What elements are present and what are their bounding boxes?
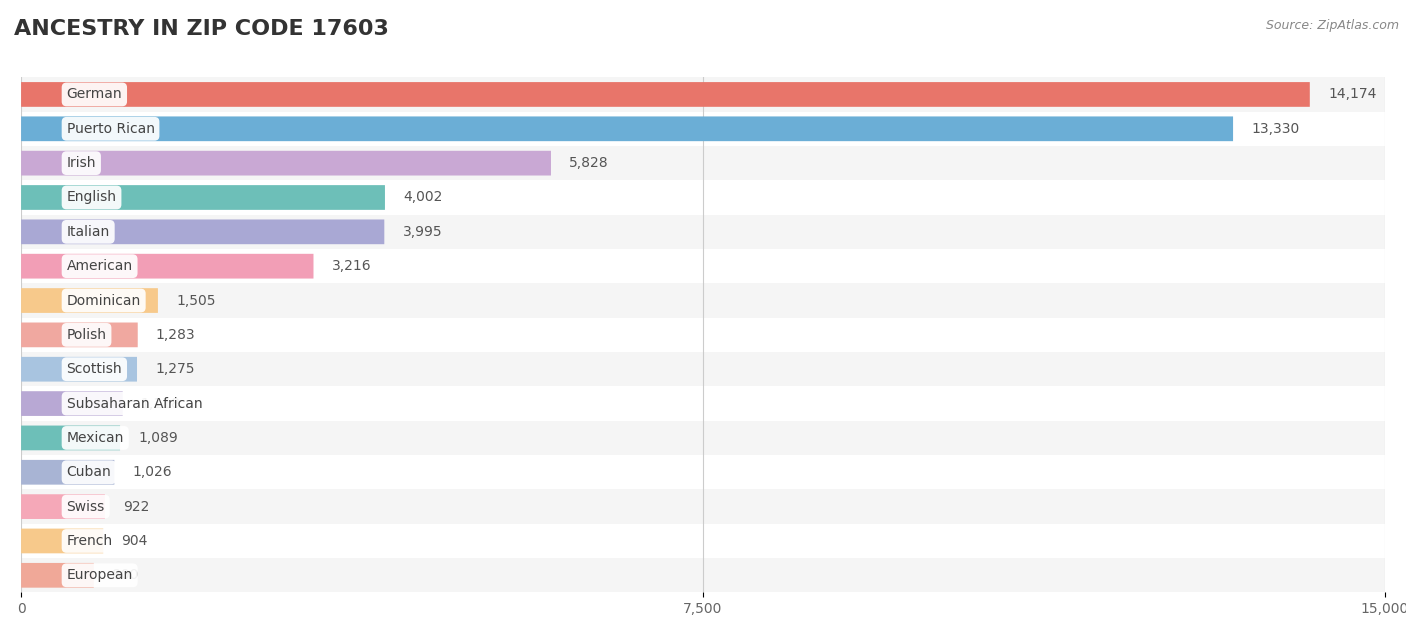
FancyBboxPatch shape (21, 82, 1310, 107)
FancyBboxPatch shape (21, 494, 105, 519)
FancyBboxPatch shape (21, 357, 136, 382)
Bar (21, 77, 1385, 111)
FancyBboxPatch shape (21, 563, 94, 588)
Text: 904: 904 (121, 534, 148, 548)
Bar (21, 180, 1385, 214)
Bar (21, 352, 1385, 386)
FancyBboxPatch shape (21, 151, 551, 176)
Text: Italian: Italian (66, 225, 110, 239)
Text: 800: 800 (112, 568, 138, 582)
Text: Dominican: Dominican (66, 294, 141, 308)
FancyBboxPatch shape (21, 220, 384, 244)
Text: Puerto Rican: Puerto Rican (66, 122, 155, 136)
Text: 1,283: 1,283 (156, 328, 195, 342)
Bar (21, 558, 1385, 592)
Text: Scottish: Scottish (66, 362, 122, 376)
Text: 1,118: 1,118 (141, 397, 181, 411)
Text: ANCESTRY IN ZIP CODE 17603: ANCESTRY IN ZIP CODE 17603 (14, 19, 389, 39)
Text: Polish: Polish (66, 328, 107, 342)
Text: Subsaharan African: Subsaharan African (66, 397, 202, 411)
Text: 1,089: 1,089 (138, 431, 179, 445)
Text: 3,995: 3,995 (402, 225, 441, 239)
Bar (21, 111, 1385, 146)
Text: 1,026: 1,026 (132, 465, 172, 479)
Text: Swiss: Swiss (66, 500, 105, 514)
Text: Mexican: Mexican (66, 431, 124, 445)
Text: 5,828: 5,828 (569, 156, 609, 170)
FancyBboxPatch shape (21, 426, 120, 450)
Bar (21, 421, 1385, 455)
Text: 13,330: 13,330 (1251, 122, 1299, 136)
Text: Source: ZipAtlas.com: Source: ZipAtlas.com (1265, 19, 1399, 32)
Text: German: German (66, 88, 122, 102)
Text: European: European (66, 568, 132, 582)
FancyBboxPatch shape (21, 288, 157, 313)
Text: French: French (66, 534, 112, 548)
Bar (21, 489, 1385, 524)
Bar (21, 283, 1385, 317)
FancyBboxPatch shape (21, 254, 314, 279)
Bar (21, 249, 1385, 283)
Bar (21, 386, 1385, 421)
Text: 1,505: 1,505 (176, 294, 215, 308)
FancyBboxPatch shape (21, 460, 114, 485)
FancyBboxPatch shape (21, 529, 103, 553)
FancyBboxPatch shape (21, 117, 1233, 141)
Text: 922: 922 (124, 500, 149, 514)
Text: 1,275: 1,275 (155, 362, 194, 376)
Text: English: English (66, 191, 117, 205)
Text: American: American (66, 259, 132, 273)
Text: Irish: Irish (66, 156, 96, 170)
FancyBboxPatch shape (21, 185, 385, 210)
Bar (21, 455, 1385, 489)
Text: 3,216: 3,216 (332, 259, 371, 273)
Bar (21, 146, 1385, 180)
FancyBboxPatch shape (21, 323, 138, 347)
Bar (21, 524, 1385, 558)
Bar (21, 214, 1385, 249)
FancyBboxPatch shape (21, 391, 122, 416)
Bar (21, 317, 1385, 352)
Text: 14,174: 14,174 (1329, 88, 1376, 102)
Text: 4,002: 4,002 (404, 191, 443, 205)
Text: Cuban: Cuban (66, 465, 111, 479)
